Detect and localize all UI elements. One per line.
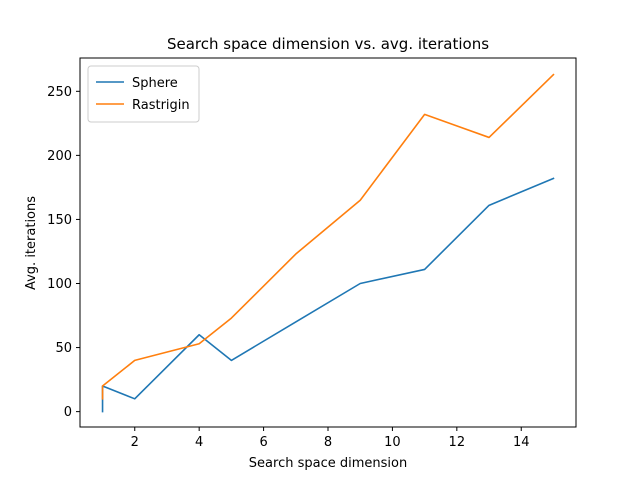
chart-title: Search space dimension vs. avg. iteratio… [167, 35, 489, 53]
legend-label-sphere: Sphere [132, 76, 178, 91]
x-tick-label: 10 [384, 435, 401, 450]
x-axis-label: Search space dimension [249, 456, 407, 471]
x-tick-label: 12 [449, 435, 466, 450]
legend-box [87, 65, 200, 123]
series-line-sphere [101, 177, 555, 413]
x-tick-label: 2 [131, 435, 139, 450]
y-tick-label: 0 [64, 405, 72, 420]
legend-label-rastrigin: Rastrigin [132, 98, 190, 113]
y-tick-label: 150 [47, 213, 72, 228]
x-tick-label: 6 [259, 435, 267, 450]
plot-area: 2 4 6 8 10 12 14 0 50 100 150 200 250 [47, 57, 577, 450]
y-axis-label: Avg. iterations [24, 196, 39, 290]
x-tick-label: 8 [324, 435, 332, 450]
x-tick-label: 14 [513, 435, 530, 450]
series-line-rastrigin [101, 73, 555, 400]
x-tick-label: 4 [195, 435, 203, 450]
y-tick-label: 200 [47, 149, 72, 164]
legend: Sphere Rastrigin [87, 65, 200, 123]
y-tick-label: 100 [47, 277, 72, 292]
y-tick-label: 250 [47, 85, 72, 100]
y-tick-label: 50 [55, 341, 72, 356]
